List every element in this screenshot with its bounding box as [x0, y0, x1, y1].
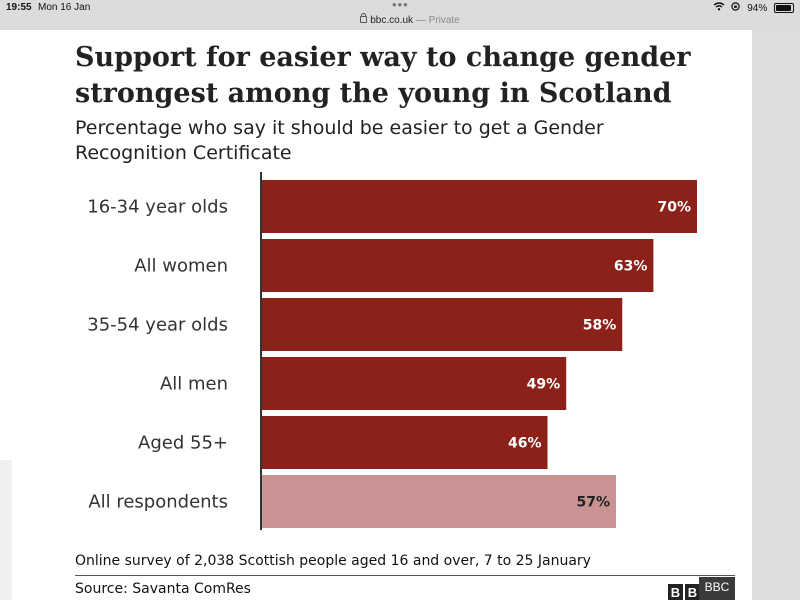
- category-label: All women: [134, 256, 228, 277]
- bar: [261, 475, 617, 528]
- value-label: 57%: [577, 495, 611, 511]
- chart-graphic: Support for easier way to change gender …: [12, 30, 752, 600]
- bar: [261, 416, 548, 469]
- bbc-overlay-badge: BBC: [699, 577, 735, 600]
- bar: [261, 239, 654, 292]
- status-time: 19:55: [6, 2, 32, 13]
- chart-title: Support for easier way to change gender …: [75, 42, 691, 109]
- bar-chart: 16-34 year olds 70% All women 63% 35-54 year…: [87, 172, 697, 530]
- orientation-lock-icon: [731, 2, 743, 14]
- chart-source: Source: Savanta ComRes: [75, 581, 251, 597]
- category-label: 35-54 year olds: [87, 315, 228, 336]
- status-right: 94%: [709, 2, 794, 14]
- category-label: All respondents: [88, 492, 228, 513]
- battery-percent: 94%: [747, 2, 768, 14]
- category-label: 16-34 year olds: [87, 197, 228, 218]
- private-label: — Private: [413, 15, 460, 26]
- lock-icon: [360, 13, 368, 23]
- bar: [261, 180, 697, 233]
- category-label: All men: [160, 374, 228, 395]
- value-label: 49%: [527, 377, 561, 393]
- value-label: 70%: [657, 200, 691, 216]
- status-bar: 19:55 Mon 16 Jan ••• bbc.co.uk — Private…: [0, 0, 800, 30]
- wifi-icon: [713, 2, 728, 14]
- bar: [261, 357, 567, 410]
- source-divider: [75, 575, 735, 576]
- address-bar[interactable]: bbc.co.uk — Private: [340, 13, 480, 26]
- chart-subtitle: Percentage who say it should be easier t…: [75, 117, 604, 164]
- battery-icon: [774, 3, 794, 13]
- bar: [261, 298, 623, 351]
- url-text: bbc.co.uk: [370, 15, 414, 26]
- category-label: Aged 55+: [138, 433, 228, 454]
- value-label: 63%: [614, 259, 648, 275]
- chart-footnote: Online survey of 2,038 Scottish people a…: [75, 553, 591, 569]
- status-date: Mon 16 Jan: [38, 2, 91, 13]
- left-margin: [0, 30, 12, 460]
- more-dots-icon[interactable]: •••: [392, 0, 409, 12]
- value-label: 46%: [508, 436, 542, 452]
- bbc-logo-block: B: [668, 584, 683, 600]
- bbc-logo-block: B: [685, 584, 700, 600]
- value-label: 58%: [583, 318, 617, 334]
- right-margin: [752, 30, 800, 600]
